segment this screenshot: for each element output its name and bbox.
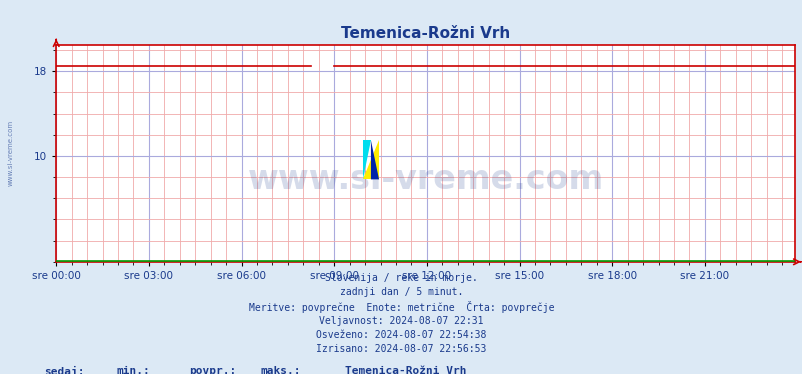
Polygon shape: [363, 140, 371, 180]
Polygon shape: [371, 140, 379, 180]
Text: zadnji dan / 5 minut.: zadnji dan / 5 minut.: [339, 287, 463, 297]
Text: Izrisano: 2024-08-07 22:56:53: Izrisano: 2024-08-07 22:56:53: [316, 344, 486, 354]
Polygon shape: [363, 140, 379, 180]
Text: Slovenija / reke in morje.: Slovenija / reke in morje.: [325, 273, 477, 283]
Text: Temenica-Rožni Vrh: Temenica-Rožni Vrh: [345, 366, 466, 374]
Text: Veljavnost: 2024-08-07 22:31: Veljavnost: 2024-08-07 22:31: [319, 316, 483, 326]
Title: Temenica-Rožni Vrh: Temenica-Rožni Vrh: [341, 26, 509, 41]
Text: www.si-vreme.com: www.si-vreme.com: [247, 163, 603, 196]
Text: Meritve: povprečne  Enote: metrične  Črta: povprečje: Meritve: povprečne Enote: metrične Črta:…: [249, 301, 553, 313]
Text: www.si-vreme.com: www.si-vreme.com: [7, 120, 14, 186]
Text: sedaj:: sedaj:: [44, 366, 84, 374]
Text: min.:: min.:: [116, 366, 150, 374]
Text: Osveženo: 2024-08-07 22:54:38: Osveženo: 2024-08-07 22:54:38: [316, 330, 486, 340]
Text: maks.:: maks.:: [261, 366, 301, 374]
Text: povpr.:: povpr.:: [188, 366, 236, 374]
